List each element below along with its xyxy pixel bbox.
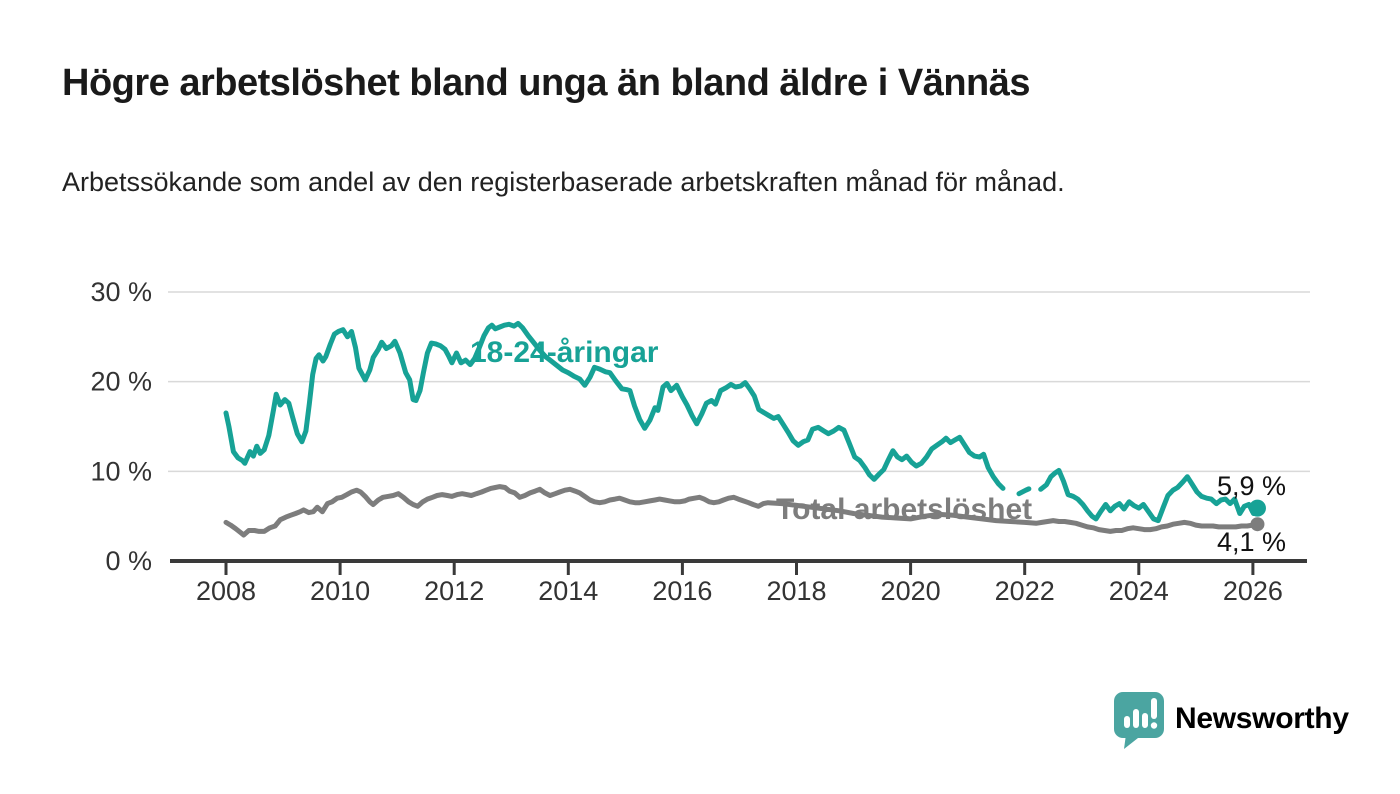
x-tick-label-2016: 2016 — [652, 576, 712, 606]
y-tick-label-20: 20 % — [90, 367, 152, 397]
x-tick-label-2010: 2010 — [310, 576, 370, 606]
x-tick-label-2024: 2024 — [1109, 576, 1169, 606]
x-tick-label-2020: 2020 — [881, 576, 941, 606]
x-tick-label-2008: 2008 — [196, 576, 256, 606]
bar-chart-glyph — [1124, 698, 1158, 729]
x-tick-label-2018: 2018 — [766, 576, 826, 606]
y-tick-label-30: 30 % — [90, 277, 152, 307]
y-tick-label-10: 10 % — [90, 456, 152, 486]
x-tick-label-2026: 2026 — [1223, 576, 1283, 606]
end-value-label-young: 5,9 % — [1217, 471, 1286, 501]
series-end-dot-total — [1250, 517, 1265, 532]
chart-annotations: 18-24-åringar Total arbetslöshet 5,9 % 4… — [470, 336, 1286, 557]
series-line-total-seg0 — [223, 484, 1260, 538]
series-line-young-seg1 — [1016, 484, 1037, 497]
x-tick-label-2014: 2014 — [538, 576, 598, 606]
speech-bubble-bar-chart-icon — [1114, 692, 1164, 749]
series-line-young-seg2 — [1038, 467, 1260, 524]
x-tick-label-2012: 2012 — [424, 576, 484, 606]
series-end-dot-young — [1248, 499, 1266, 517]
end-value-label-total: 4,1 % — [1217, 527, 1286, 557]
page-subtitle: Arbetssökande som andel av den registerb… — [62, 167, 1065, 197]
logo-wordmark: Newsworthy — [1175, 702, 1349, 735]
series-label-young: 18-24-åringar — [470, 336, 659, 369]
chart-plot-area: 0 % 10 % 20 % 30 % 2008 2010 2012 2014 2016 2018 2… — [90, 277, 1310, 606]
x-tick-label-2022: 2022 — [995, 576, 1055, 606]
y-tick-label-0: 0 % — [105, 546, 152, 576]
newsworthy-logo: Newsworthy — [1113, 688, 1349, 750]
series-label-total: Total arbetslöshet — [776, 493, 1032, 526]
page-title: Högre arbetslöshet bland unga än bland ä… — [62, 62, 1031, 104]
series-line-young-seg0 — [223, 320, 1006, 491]
